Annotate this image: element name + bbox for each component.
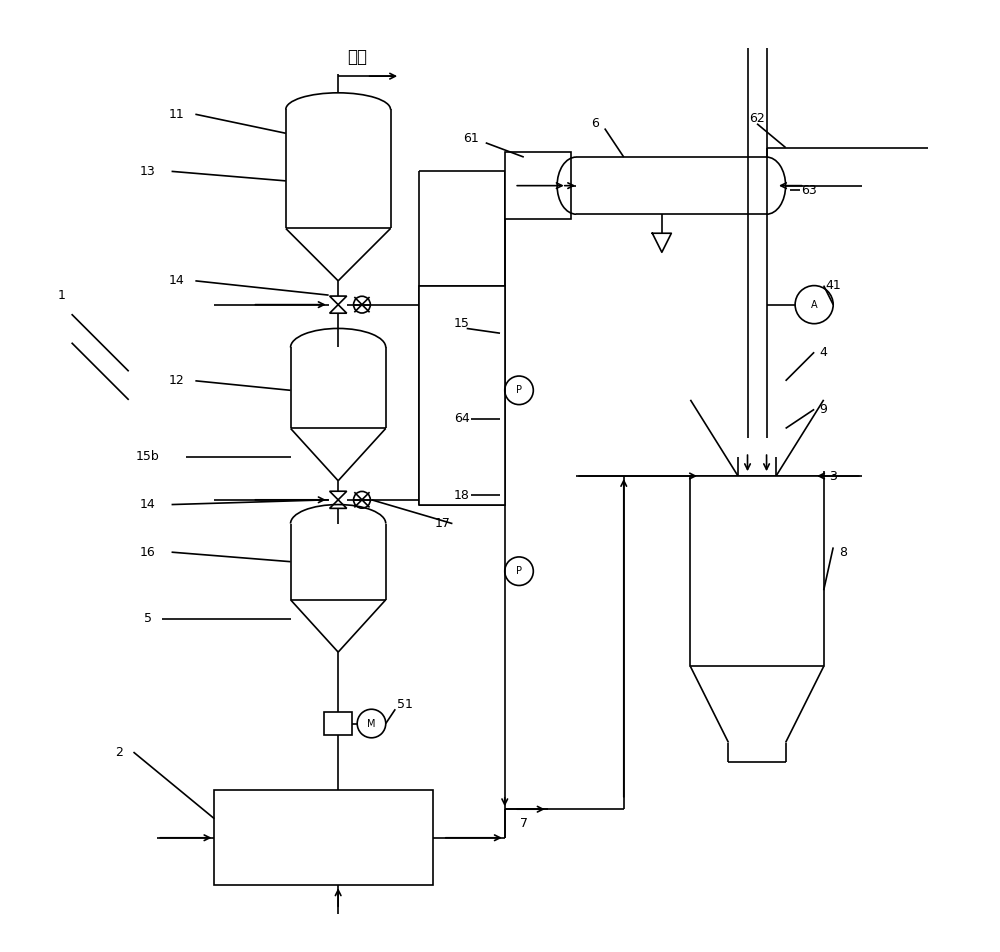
Text: 14: 14 [168, 274, 184, 288]
Text: 61: 61 [464, 131, 479, 145]
Text: 17: 17 [435, 517, 451, 530]
Text: 8: 8 [839, 545, 847, 559]
Text: 63: 63 [802, 184, 817, 197]
Text: P: P [516, 386, 522, 395]
Text: 15b: 15b [136, 450, 160, 464]
Bar [690, 476, 824, 666]
Text: 18: 18 [454, 488, 470, 502]
Text: 51: 51 [397, 698, 413, 711]
Text: 11: 11 [168, 108, 184, 121]
Text: A: A [811, 300, 817, 309]
Bar [324, 712, 352, 735]
Text: 62: 62 [749, 112, 765, 126]
Text: 煤粉: 煤粉 [347, 49, 367, 66]
Text: 16: 16 [140, 545, 156, 559]
Bar [505, 152, 571, 219]
Text: 13: 13 [140, 165, 156, 178]
Text: 5: 5 [144, 612, 152, 625]
Bar [214, 790, 433, 885]
Text: 9: 9 [820, 403, 828, 416]
Text: 2: 2 [115, 745, 123, 759]
Text: 3: 3 [829, 469, 837, 483]
Text: 15: 15 [454, 317, 470, 330]
Text: 14: 14 [140, 498, 156, 511]
Text: 4: 4 [820, 346, 828, 359]
Text: 6: 6 [591, 117, 599, 130]
Text: 7: 7 [520, 817, 528, 830]
Bar [419, 286, 505, 505]
Text: M: M [367, 719, 376, 728]
Text: 1: 1 [58, 288, 66, 302]
Text: 12: 12 [168, 374, 184, 387]
Text: P: P [516, 566, 522, 576]
Text: 41: 41 [825, 279, 841, 292]
Text: 64: 64 [454, 412, 470, 426]
